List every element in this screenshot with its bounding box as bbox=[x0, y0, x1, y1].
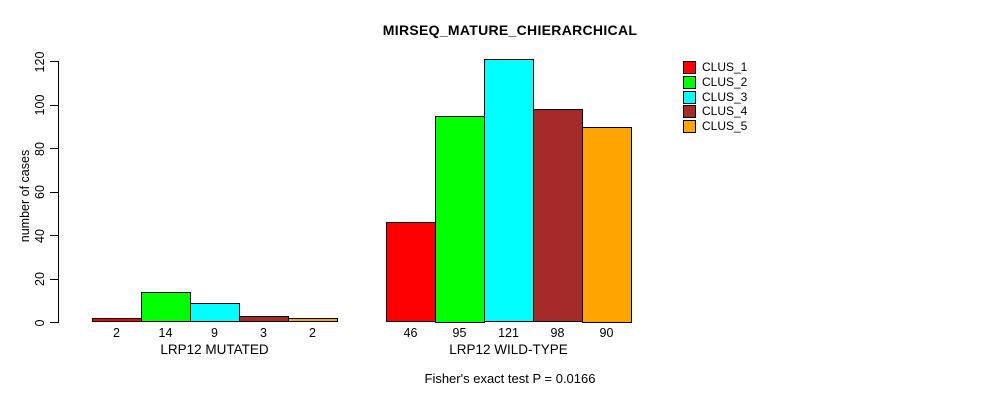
group-label: LRP12 WILD-TYPE bbox=[449, 342, 568, 357]
y-axis-label: number of cases bbox=[18, 149, 32, 243]
legend-swatch-clus_2 bbox=[683, 75, 696, 89]
bar-value-label: 95 bbox=[452, 326, 467, 340]
bar-clus_3-group1 bbox=[190, 302, 240, 323]
annotation-text: Fisher's exact test P = 0.0166 bbox=[424, 371, 596, 386]
bar-clus_2-group2 bbox=[435, 115, 485, 323]
y-axis-tick bbox=[50, 148, 59, 149]
y-axis-tick-label: 120 bbox=[33, 51, 47, 72]
y-axis-tick-label: 40 bbox=[33, 228, 47, 243]
legend-label-clus_1: CLUS_1 bbox=[702, 60, 748, 74]
y-axis-tick bbox=[50, 322, 59, 323]
y-axis-tick-label: 60 bbox=[33, 185, 47, 199]
y-axis-tick bbox=[50, 278, 59, 280]
bar-clus_4-group1 bbox=[239, 315, 289, 323]
bar-clus_1-group2 bbox=[386, 222, 436, 323]
bar-value-label: 2 bbox=[113, 326, 120, 340]
legend-swatch-clus_4 bbox=[683, 105, 696, 119]
bar-value-label: 9 bbox=[211, 326, 218, 340]
legend-label-clus_5: CLUS_5 bbox=[702, 119, 748, 134]
bar-value-label: 46 bbox=[403, 326, 418, 340]
y-axis-tick bbox=[50, 104, 59, 106]
bar-value-label: 14 bbox=[158, 326, 173, 340]
legend-label-clus_4: CLUS_4 bbox=[702, 104, 748, 119]
y-axis-tick-label: 80 bbox=[33, 141, 47, 156]
y-axis-tick-label: 20 bbox=[33, 272, 47, 286]
y-axis-tick bbox=[50, 235, 59, 236]
bar-clus_2-group1 bbox=[141, 292, 191, 323]
y-axis-tick bbox=[50, 61, 59, 62]
chart-title: MIRSEQ_MATURE_CHIERARCHICAL bbox=[382, 22, 638, 38]
bar-value-label: 90 bbox=[599, 326, 614, 340]
legend-label-clus_2: CLUS_2 bbox=[702, 74, 748, 89]
bar-value-label: 2 bbox=[309, 326, 316, 340]
group-label: LRP12 MUTATED bbox=[160, 342, 269, 357]
legend-swatch-clus_1 bbox=[683, 61, 696, 74]
bar-value-label: 3 bbox=[260, 326, 267, 340]
bar-clus_4-group2 bbox=[533, 109, 583, 323]
bar-value-label: 98 bbox=[550, 326, 565, 340]
y-axis-tick bbox=[50, 191, 59, 193]
bar-clus_5-group1 bbox=[288, 318, 338, 323]
bar-clus_3-group2 bbox=[484, 59, 534, 323]
bar-value-label: 121 bbox=[498, 326, 519, 340]
y-axis-tick-label: 100 bbox=[33, 94, 47, 116]
y-axis-tick-label: 0 bbox=[33, 319, 47, 326]
legend-swatch-clus_5 bbox=[683, 120, 696, 134]
legend-swatch-clus_3 bbox=[683, 90, 696, 104]
bar-clus_1-group1 bbox=[92, 318, 142, 323]
bar-clus_5-group2 bbox=[582, 126, 632, 323]
legend-label-clus_3: CLUS_3 bbox=[702, 89, 748, 104]
